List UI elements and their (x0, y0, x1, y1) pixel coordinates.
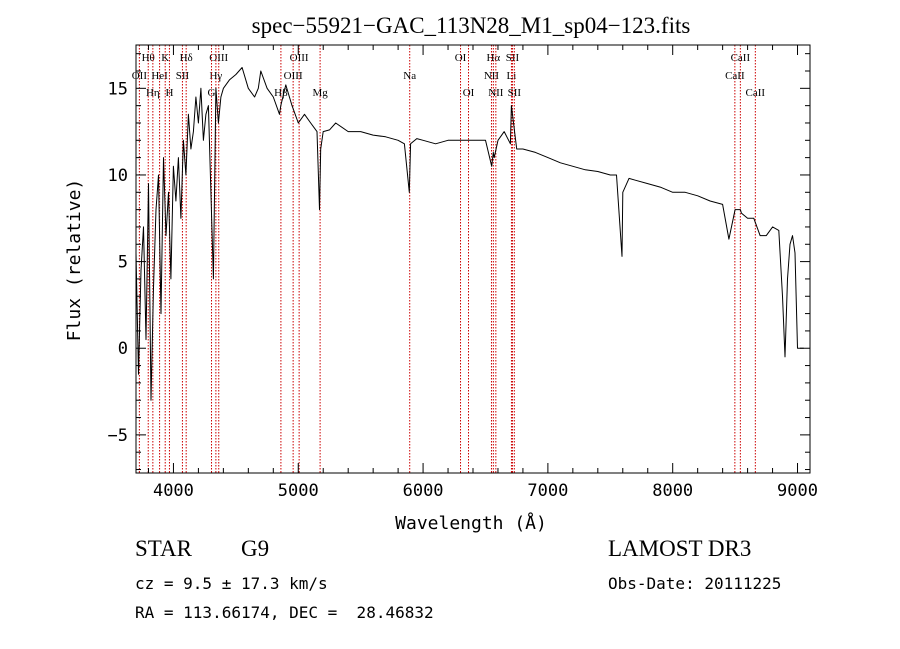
marker-label: Hη (146, 87, 160, 99)
chart-title: spec−55921−GAC_113N28_M1_sp04−123.fits (252, 13, 691, 38)
x-tick-label: 8000 (652, 481, 693, 501)
y-tick-label: 15 (108, 79, 128, 99)
marker-label: OIII (290, 52, 309, 64)
marker-label: CaII (731, 52, 751, 64)
marker-label: Hα (486, 52, 500, 64)
redshift-text: cz = 9.5 ± 17.3 km/s (135, 574, 328, 593)
axis-ticks: 4000 5000 6000 7000 8000 9000 −5 0 5 10 15 (108, 45, 818, 501)
x-tick-label: 5000 (278, 481, 319, 501)
x-tick-label: 4000 (153, 481, 194, 501)
marker-label: OI (455, 52, 467, 64)
marker-label: Na (403, 70, 416, 82)
y-tick-label: 5 (118, 253, 128, 273)
y-tick-label: −5 (108, 426, 128, 446)
marker-label: Li (507, 70, 517, 82)
x-tick-label: 6000 (403, 481, 444, 501)
marker-label: SII (506, 52, 520, 64)
plot-frame (135, 44, 811, 474)
marker-label: Hθ (142, 52, 155, 64)
marker-label: CaII (725, 70, 745, 82)
x-tick-label: 7000 (527, 481, 568, 501)
marker-label: Hγ (209, 70, 222, 82)
y-tick-label: 10 (108, 166, 128, 186)
marker-label: Mg (312, 87, 328, 99)
marker-label: NII (484, 70, 500, 82)
marker-label: OIII (209, 52, 228, 64)
y-tick-label: 0 (118, 339, 128, 359)
marker-label: Hβ (274, 87, 288, 99)
object-subclass: G9 (241, 536, 270, 561)
survey-label: LAMOST DR3 (608, 536, 752, 561)
marker-label: OI (463, 87, 475, 99)
marker-label: Hδ (180, 52, 193, 64)
marker-label: H (165, 87, 173, 99)
marker-label: OII (132, 70, 148, 82)
marker-label: G (208, 87, 216, 99)
observation-date: Obs-Date: 20111225 (608, 574, 782, 593)
series-line (135, 67, 804, 401)
coordinates-text: RA = 113.66174, DEC = 28.46832 (135, 603, 434, 622)
marker-label: NII (488, 87, 504, 99)
x-axis-label: Wavelength (Å) (395, 512, 547, 534)
marker-label: K (161, 52, 169, 64)
y-axis-label: Flux (relative) (64, 179, 85, 342)
x-tick-label: 9000 (777, 481, 818, 501)
object-class: STAR (135, 536, 192, 561)
marker-label: HeI (151, 70, 168, 82)
flux-series (135, 67, 804, 401)
marker-label: CaII (746, 87, 766, 99)
marker-label: SII (508, 87, 522, 99)
marker-label: SII (176, 70, 190, 82)
marker-label: OIII (284, 70, 303, 82)
